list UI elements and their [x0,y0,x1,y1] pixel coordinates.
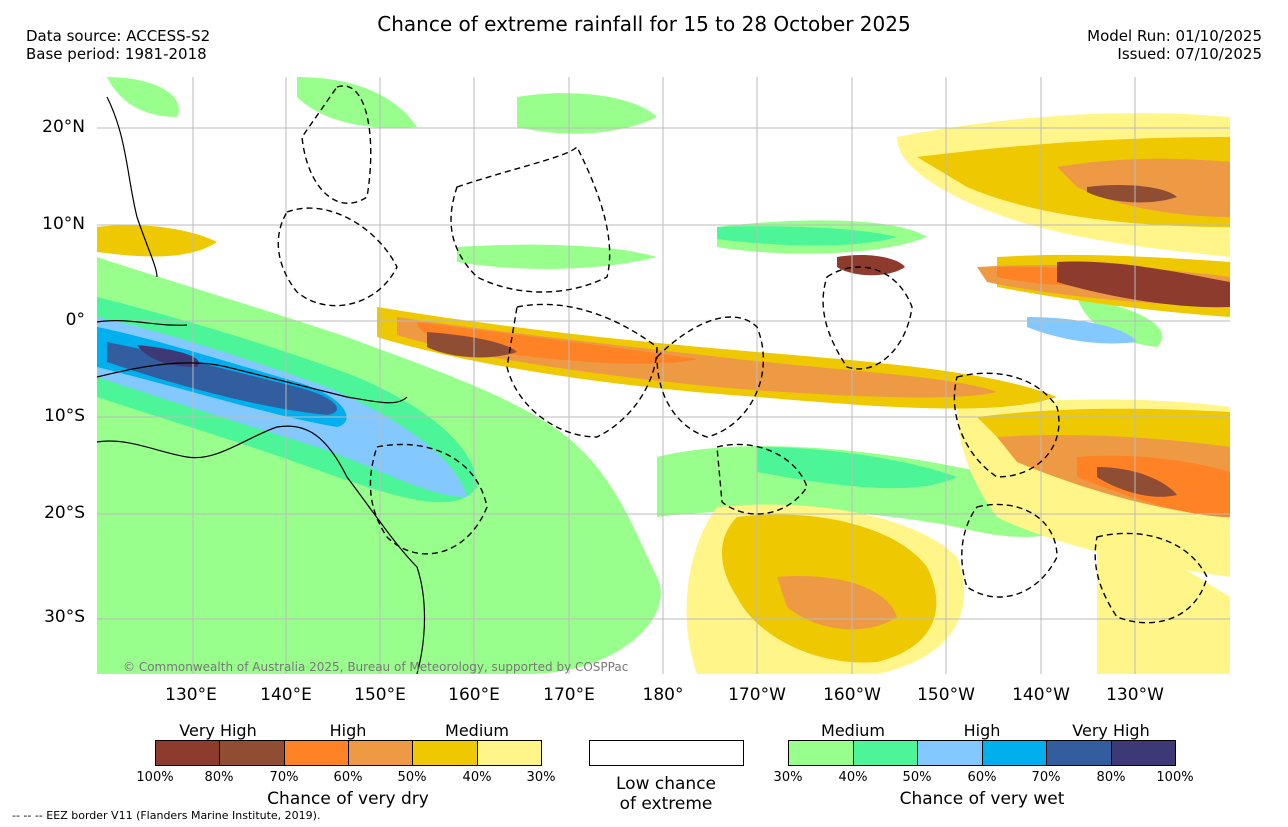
dry-swatch-3 [348,741,414,765]
wet-label-high: High [963,721,1001,740]
lat-label-20n: 20°N [42,117,85,137]
lat-label-30s: 30°S [44,607,85,627]
dry-tick: 50% [397,770,427,785]
low-chance-swatch [589,740,744,766]
lon-label-140w: 140°W [1012,685,1070,705]
run-info: Model Run: 01/10/2025 Issued: 07/10/2025 [1087,27,1262,63]
low-chance-line2: of extreme [619,794,713,814]
lon-label-160e: 160°E [448,685,500,705]
dry-swatch-2 [284,741,349,765]
wet-swatch-5 [1111,741,1175,765]
data-source-info: Data source: ACCESS-S2 Base period: 1981… [26,27,210,63]
wet-label-very-high: Very High [1072,721,1150,740]
lon-label-160w: 160°W [823,685,881,705]
wet-caption: Chance of very wet [899,789,1065,809]
lon-label-150w: 150°W [917,685,975,705]
dry-tick: 40% [462,770,492,785]
data-source: Data source: ACCESS-S2 [26,27,211,45]
lat-label-10n: 10°N [42,214,85,234]
low-chance-caption: Low chance of extreme [616,774,716,814]
lon-label-130e: 130°E [165,685,217,705]
dry-label-very-high: Very High [179,721,257,740]
dry-caption: Chance of very dry [267,789,429,809]
lon-label-150e: 150°E [354,685,406,705]
dry-label-high: High [329,721,367,740]
wet-tick: 70% [1031,770,1061,785]
eez-footnote: -- -- -- EEZ border V11 (Flanders Marine… [12,809,321,822]
lat-label-20s: 20°S [44,503,85,523]
lon-label-130w: 130°W [1106,685,1164,705]
wet-tick: 30% [773,770,803,785]
wet-label-medium: Medium [821,721,885,740]
dry-tick: 100% [136,770,174,785]
lon-label-170w: 170°W [728,685,786,705]
dry-tick: 30% [526,770,556,785]
dry-swatch-5 [477,741,541,765]
dry-colorbar [155,740,542,766]
wet-swatch-3 [982,741,1047,765]
wet-tick: 50% [902,770,932,785]
wet-swatch-1 [853,741,918,765]
base-period: Base period: 1981-2018 [26,45,207,63]
rainfall-map [97,77,1230,674]
issued-date: Issued: 07/10/2025 [1117,45,1262,63]
dry-label-medium: Medium [445,721,509,740]
dry-tick: 70% [269,770,299,785]
wet-swatch-0 [789,741,854,765]
wet-tick: 100% [1156,770,1194,785]
model-run: Model Run: 01/10/2025 [1087,27,1262,45]
map-title: Chance of extreme rainfall for 15 to 28 … [377,12,911,36]
low-chance-line1: Low chance [616,774,716,794]
dry-swatch-4 [413,741,478,765]
lon-label-140e: 140°E [260,685,312,705]
dry-swatch-1 [220,741,285,765]
wet-swatch-4 [1047,741,1112,765]
dry-swatch-0 [156,741,221,765]
wet-tick: 60% [967,770,997,785]
wet-tick: 80% [1096,770,1126,785]
lat-label-0: 0° [65,310,85,330]
copyright-notice: © Commonwealth of Australia 2025, Bureau… [123,660,629,674]
lon-label-170e: 170°E [543,685,595,705]
lon-label-180: 180° [642,685,684,705]
wet-swatch-2 [918,741,983,765]
dry-tick: 80% [204,770,234,785]
wet-colorbar [788,740,1176,766]
lat-label-10s: 10°S [44,406,85,426]
wet-tick: 40% [838,770,868,785]
dry-tick: 60% [333,770,363,785]
